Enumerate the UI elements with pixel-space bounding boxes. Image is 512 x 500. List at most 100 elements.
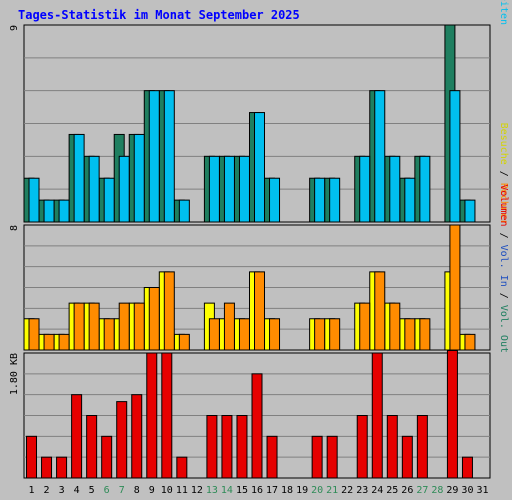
- bar-dateien-21: [329, 177, 341, 223]
- bar-rechner-26: [404, 318, 416, 351]
- bar-volumen-24: [371, 352, 383, 479]
- bar-rechner-10: [163, 271, 175, 351]
- bar-dateien-8: [133, 133, 145, 223]
- bar-volumen-23: [356, 415, 368, 479]
- bar-rechner-25: [389, 302, 401, 351]
- legend-entry: Rechner: [498, 183, 509, 225]
- y-max-label-visits: 8: [9, 225, 20, 231]
- x-tick-label: 25: [386, 485, 398, 496]
- x-tick-label: 27: [416, 485, 428, 496]
- x-tick-label: 22: [341, 485, 353, 496]
- bar-volumen-30: [461, 456, 473, 479]
- bar-rechner-29: [449, 224, 461, 351]
- x-tick-label: 4: [74, 485, 80, 496]
- bar-volumen-8: [131, 394, 143, 479]
- bar-dateien-29: [449, 90, 461, 223]
- bar-volumen-10: [161, 352, 173, 479]
- bar-dateien-10: [163, 90, 175, 223]
- panel-volume: 1.80 KB Volumen / Vol. In / Vol. Out: [9, 184, 509, 479]
- bar-rechner-17: [269, 318, 281, 351]
- legend-entry: Seiten: [498, 0, 509, 25]
- panel-requests: 9 Anfragen / Dateien / Seiten: [9, 0, 509, 223]
- x-tick-label: 30: [461, 485, 473, 496]
- x-tick-label: 23: [356, 485, 368, 496]
- bar-volumen-17: [266, 435, 278, 479]
- x-tick-label: 17: [266, 485, 278, 496]
- bar-rechner-21: [329, 318, 341, 351]
- bar-volumen-16: [251, 373, 263, 479]
- bar-dateien-11: [178, 199, 190, 223]
- bar-volumen-1: [26, 435, 38, 479]
- bar-dateien-13: [208, 155, 220, 223]
- bar-rechner-23: [359, 302, 371, 351]
- x-tick-label: 21: [326, 485, 338, 496]
- legend-entry: Besuche: [498, 123, 509, 165]
- bar-volumen-27: [416, 415, 428, 479]
- legend-visits: Besuche / Rechner: [498, 123, 509, 225]
- bar-volumen-11: [176, 456, 188, 479]
- x-tick-label: 2: [44, 485, 50, 496]
- bar-rechner-2: [43, 333, 55, 351]
- bar-dateien-14: [223, 155, 235, 223]
- x-axis-day-labels: 1 2 3 4 5 6 7 8 9 10 11 12 13 14 15 16 17 18 19 20 21 22 23 24 2…: [29, 485, 489, 496]
- bar-rechner-27: [419, 318, 431, 351]
- bar-rechner-11: [178, 333, 190, 351]
- bar-dateien-25: [389, 155, 401, 223]
- bar-volumen-21: [326, 435, 338, 479]
- bar-volumen-26: [401, 435, 413, 479]
- bar-volumen-2: [41, 456, 53, 479]
- bar-rechner-1: [28, 318, 40, 351]
- panel-visits: 8 Besuche / Rechner: [9, 123, 509, 351]
- legend-entry: Vol. Out: [498, 305, 509, 353]
- x-tick-label: 7: [119, 485, 125, 496]
- x-tick-label: 10: [161, 485, 173, 496]
- legend-volume: Volumen / Vol. In / Vol. Out: [498, 184, 509, 353]
- bar-volumen-5: [86, 415, 98, 479]
- bar-rechner-20: [314, 318, 326, 351]
- legend-entry: /: [498, 165, 509, 183]
- bar-dateien-30: [464, 199, 476, 223]
- bar-dateien-2: [43, 199, 55, 223]
- legend-entry: Volumen: [498, 184, 509, 226]
- legend-entry: Vol. In: [498, 245, 509, 287]
- series-volumen: [26, 350, 473, 479]
- x-tick-label: 26: [401, 485, 413, 496]
- bar-dateien-23: [359, 155, 371, 223]
- bar-volumen-15: [236, 415, 248, 479]
- x-tick-label: 24: [371, 485, 383, 496]
- bar-rechner-7: [118, 302, 130, 351]
- bar-rechner-8: [133, 302, 145, 351]
- legend-entry: /: [498, 287, 509, 305]
- bar-volumen-7: [116, 401, 128, 479]
- x-tick-label: 20: [311, 485, 323, 496]
- bar-volumen-29: [446, 350, 458, 479]
- bar-dateien-20: [314, 177, 326, 223]
- bar-dateien-1: [28, 177, 40, 223]
- bar-rechner-6: [103, 318, 115, 351]
- x-tick-label: 13: [206, 485, 218, 496]
- chart-panels: 9 Anfragen / Dateien / Seiten 8 Besuche / R…: [9, 0, 509, 479]
- bar-volumen-13: [206, 415, 218, 479]
- bar-dateien-27: [419, 155, 431, 223]
- bar-volumen-20: [311, 435, 323, 479]
- x-tick-label: 8: [134, 485, 140, 496]
- bar-volumen-14: [221, 415, 233, 479]
- y-max-label-volume: 1.80 KB: [9, 353, 20, 395]
- x-tick-label: 6: [104, 485, 110, 496]
- bar-dateien-26: [404, 177, 416, 223]
- bar-dateien-7: [118, 155, 130, 223]
- bar-rechner-13: [208, 318, 220, 351]
- bar-dateien-4: [73, 133, 85, 223]
- bar-rechner-5: [88, 302, 100, 351]
- bar-dateien-6: [103, 177, 115, 223]
- x-tick-label: 9: [149, 485, 155, 496]
- bar-dateien-5: [88, 155, 100, 223]
- bar-volumen-9: [146, 352, 158, 479]
- x-tick-label: 28: [431, 485, 443, 496]
- bar-rechner-4: [73, 302, 85, 351]
- x-tick-label: 29: [446, 485, 458, 496]
- bar-rechner-3: [58, 333, 70, 351]
- bar-rechner-24: [374, 271, 386, 351]
- bar-rechner-14: [223, 302, 235, 351]
- x-tick-label: 15: [236, 485, 248, 496]
